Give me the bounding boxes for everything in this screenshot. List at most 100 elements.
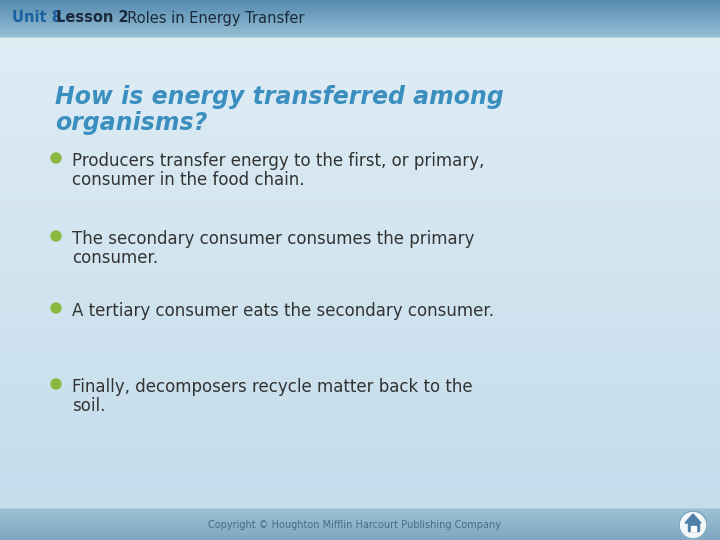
- Bar: [0, 524, 720, 525]
- Bar: [0, 53, 720, 58]
- Bar: [0, 34, 720, 35]
- Bar: [0, 509, 720, 510]
- Bar: [0, 507, 720, 511]
- Bar: [0, 143, 720, 147]
- Bar: [0, 532, 720, 534]
- Bar: [0, 27, 720, 28]
- Bar: [0, 510, 720, 511]
- Bar: [0, 519, 720, 521]
- Bar: [0, 319, 720, 324]
- Bar: [0, 525, 720, 526]
- Bar: [688, 523, 698, 531]
- Text: Unit 8: Unit 8: [12, 10, 62, 25]
- Bar: [0, 519, 720, 521]
- Bar: [0, 519, 720, 520]
- Bar: [0, 538, 720, 539]
- Bar: [0, 32, 720, 34]
- Bar: [0, 527, 720, 529]
- Bar: [0, 316, 720, 320]
- Bar: [0, 526, 720, 528]
- Bar: [0, 520, 720, 522]
- Bar: [0, 524, 720, 525]
- Bar: [0, 29, 720, 30]
- Text: consumer.: consumer.: [72, 249, 158, 267]
- Bar: [0, 32, 720, 33]
- Bar: [0, 431, 720, 436]
- Bar: [0, 518, 720, 520]
- Bar: [0, 529, 720, 530]
- Bar: [0, 4, 720, 6]
- Bar: [0, 512, 720, 514]
- Bar: [690, 526, 696, 531]
- Bar: [0, 538, 720, 539]
- Bar: [0, 8, 720, 9]
- Bar: [0, 522, 720, 523]
- Bar: [0, 513, 720, 514]
- Bar: [0, 381, 720, 385]
- Bar: [0, 30, 720, 31]
- Text: The secondary consumer consumes the primary: The secondary consumer consumes the prim…: [72, 230, 474, 248]
- Bar: [0, 537, 720, 538]
- Bar: [0, 21, 720, 22]
- Bar: [0, 519, 720, 520]
- Bar: [0, 395, 720, 400]
- Bar: [0, 31, 720, 32]
- Bar: [0, 535, 720, 536]
- Bar: [0, 13, 720, 15]
- Bar: [0, 10, 720, 11]
- Bar: [0, 11, 720, 12]
- Text: soil.: soil.: [72, 397, 105, 415]
- Bar: [0, 14, 720, 15]
- Bar: [0, 18, 720, 19]
- Bar: [0, 240, 720, 245]
- Bar: [0, 21, 720, 22]
- Bar: [0, 3, 720, 4]
- Bar: [0, 510, 720, 511]
- Bar: [0, 534, 720, 535]
- Bar: [0, 413, 720, 417]
- Bar: [0, 518, 720, 519]
- Bar: [0, 22, 720, 24]
- Bar: [0, 6, 720, 8]
- Bar: [0, 511, 720, 512]
- Bar: [0, 26, 720, 28]
- Bar: [0, 525, 720, 526]
- Bar: [0, 515, 720, 516]
- Bar: [0, 200, 720, 205]
- Bar: [0, 15, 720, 16]
- Bar: [0, 524, 720, 525]
- Bar: [0, 17, 720, 18]
- Bar: [0, 111, 720, 115]
- Bar: [0, 32, 720, 33]
- Bar: [0, 24, 720, 26]
- Bar: [0, 524, 720, 525]
- Bar: [0, 25, 720, 26]
- Bar: [0, 23, 720, 24]
- Bar: [0, 521, 720, 522]
- Bar: [0, 2, 720, 3]
- Bar: [0, 33, 720, 35]
- Bar: [0, 22, 720, 23]
- Bar: [0, 31, 720, 32]
- Bar: [0, 523, 720, 524]
- Bar: [0, 427, 720, 432]
- Bar: [0, 366, 720, 371]
- Bar: [0, 251, 720, 255]
- Bar: [0, 5, 720, 6]
- Bar: [0, 25, 720, 26]
- Bar: [0, 8, 720, 9]
- Bar: [0, 92, 720, 97]
- Bar: [0, 68, 720, 72]
- Bar: [0, 517, 720, 518]
- Bar: [0, 247, 720, 252]
- Bar: [0, 118, 720, 123]
- Bar: [0, 35, 720, 36]
- Bar: [0, 529, 720, 531]
- Bar: [0, 515, 720, 516]
- Bar: [0, 18, 720, 19]
- Bar: [0, 24, 720, 25]
- Bar: [0, 535, 720, 540]
- Bar: [0, 384, 720, 389]
- Bar: [0, 530, 720, 531]
- Bar: [0, 291, 720, 295]
